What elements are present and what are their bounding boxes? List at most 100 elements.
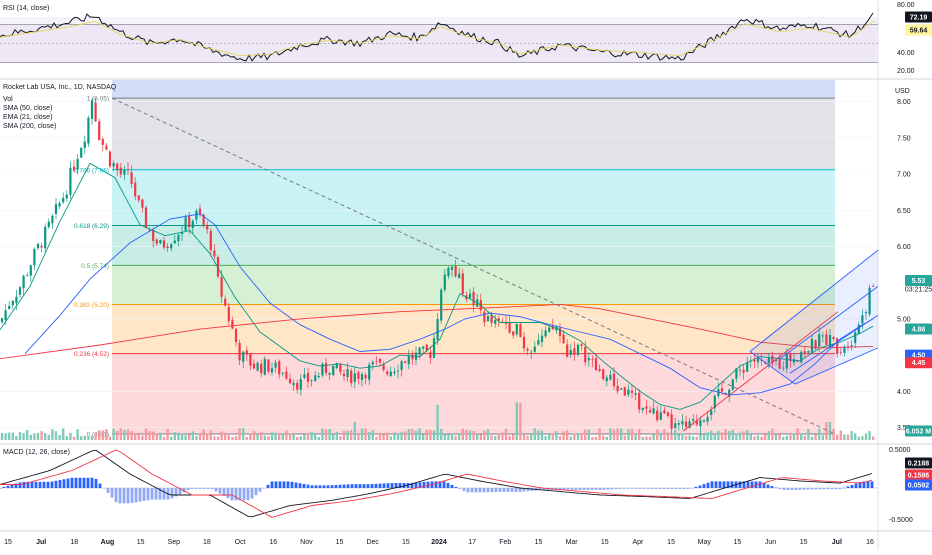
macd-histogram-bar — [214, 488, 218, 492]
volume-bar — [598, 428, 601, 440]
macd-histogram-bar — [870, 481, 874, 488]
macd-histogram-bar — [486, 488, 490, 493]
volume-bar — [324, 429, 328, 440]
macd-histogram-bar — [482, 488, 486, 493]
candle-body — [461, 273, 464, 294]
macd-histogram-bar — [102, 488, 106, 489]
macd-badge-label: 0.0592 — [908, 483, 930, 490]
candle-body — [558, 327, 562, 337]
candle-body — [717, 389, 720, 397]
candle-body — [562, 334, 565, 344]
macd-histogram-bar — [38, 481, 42, 488]
time-tick-label: 15 — [535, 539, 543, 546]
candle-body — [47, 221, 50, 228]
volume-bar — [814, 434, 817, 440]
candlesticks — [0, 98, 875, 434]
candle-body — [515, 324, 518, 335]
volume-bar — [684, 435, 688, 440]
candle-body — [648, 410, 652, 413]
legend-item: SMA (50, close) — [3, 105, 52, 112]
channel-fill — [750, 250, 878, 385]
time-tick-label: 15 — [601, 539, 609, 546]
candle-body — [72, 166, 76, 171]
candle-body — [861, 315, 864, 324]
volume-bar — [350, 430, 353, 440]
macd-histogram-bar — [18, 482, 22, 488]
volume-bar — [173, 432, 176, 440]
macd-histogram-bar — [278, 481, 282, 488]
volume-bar — [44, 433, 47, 440]
volume-bar — [616, 428, 619, 440]
volume-bar — [458, 433, 461, 440]
candle-body — [659, 412, 662, 420]
macd-histogram-bar — [330, 485, 334, 488]
volume-bar — [87, 436, 90, 440]
volume-bar — [368, 431, 371, 440]
candle-body — [663, 410, 666, 414]
volume-bar — [328, 429, 331, 440]
volume-bar — [465, 429, 468, 440]
candle-body — [26, 274, 29, 276]
macd-histogram-bar — [866, 481, 870, 488]
fib-level-label: 0.618 (6.29) — [74, 223, 109, 230]
volume-bar — [180, 433, 184, 440]
candle-body — [260, 363, 263, 374]
volume-bar — [494, 436, 497, 440]
trend-drawings[interactable] — [111, 97, 879, 435]
candle-body — [425, 344, 428, 351]
volume-badge-box — [905, 425, 932, 437]
macd-histogram-bar — [342, 484, 346, 488]
candle-body — [18, 287, 22, 295]
volume-bar — [76, 429, 79, 440]
price-tick-label: 3.50 — [897, 425, 911, 432]
candle-body — [112, 163, 115, 167]
macd-pane — [0, 449, 878, 518]
price-badge-label: 5.53 — [912, 278, 926, 285]
volume-bar — [213, 436, 216, 440]
time-tick-label: 18 — [203, 539, 211, 546]
macd-histogram-bar — [242, 488, 246, 501]
volume-bar — [447, 434, 450, 440]
macd-histogram-bar — [626, 488, 630, 489]
macd-histogram-bar — [394, 482, 398, 488]
volume-bar — [425, 429, 428, 440]
macd-histogram-bar — [794, 488, 798, 490]
macd-histogram-bar — [386, 483, 390, 488]
macd-histogram-bar — [714, 481, 718, 488]
rsi-tick-label: 40.00 — [897, 50, 915, 57]
volume-bar — [728, 431, 731, 440]
volume-bar — [641, 436, 644, 440]
macd-histogram-bar — [694, 486, 698, 488]
candle-body — [4, 310, 7, 321]
fibonacci-retracement[interactable]: 1 (8.05) 0.786 (7.06) 0.618 (6.29) 0.5 (5.7… — [74, 80, 835, 439]
macd-histogram-bar — [474, 488, 478, 493]
candle-body — [116, 163, 119, 170]
macd-histogram-bar — [0, 488, 2, 489]
volume-bar — [36, 432, 40, 440]
macd-histogram-bar — [158, 488, 162, 500]
macd-histogram-bar — [338, 484, 342, 488]
macd-histogram-bar — [438, 481, 442, 488]
macd-histogram-bar — [538, 488, 542, 491]
macd-histogram-bar — [2, 486, 6, 488]
volume-badge-label: 6.052 M — [906, 429, 931, 436]
macd-histogram-bar — [858, 482, 862, 488]
macd-histogram-bar — [178, 488, 182, 495]
volume-bar — [490, 435, 493, 440]
volume-bar — [40, 431, 43, 440]
macd-histogram-bar — [22, 481, 26, 488]
candle-body — [828, 334, 832, 347]
candle-body — [839, 351, 842, 353]
volume-bar — [69, 432, 72, 440]
macd-histogram-bar — [374, 483, 378, 488]
volume-bar — [144, 428, 148, 440]
candle-body — [666, 412, 670, 416]
macd-histogram-bar — [702, 484, 706, 488]
macd-histogram-bar — [510, 488, 514, 492]
time-tick-label: 15 — [667, 539, 675, 546]
time-tick-label: 15 — [733, 539, 741, 546]
volume-bar — [832, 428, 835, 440]
volume-bar — [602, 435, 605, 440]
